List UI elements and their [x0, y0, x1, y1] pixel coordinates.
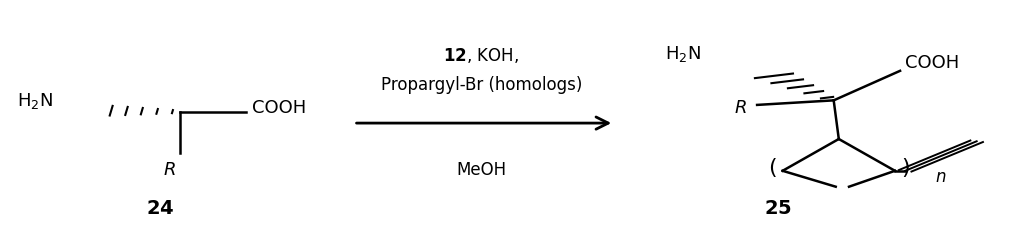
Text: COOH: COOH	[905, 54, 959, 71]
Text: COOH: COOH	[252, 99, 306, 117]
Text: $\mathbf{12}$, KOH,: $\mathbf{12}$, KOH,	[443, 46, 519, 65]
Text: R: R	[734, 99, 746, 117]
Text: n: n	[936, 168, 946, 186]
Text: $\mathbf{24}$: $\mathbf{24}$	[145, 198, 174, 217]
Text: (: (	[768, 158, 777, 178]
Text: H$_2$N: H$_2$N	[16, 91, 52, 111]
Text: ): )	[901, 158, 909, 178]
Text: Propargyl-Br (homologs): Propargyl-Br (homologs)	[381, 76, 582, 94]
Text: R: R	[164, 160, 176, 178]
Text: H$_2$N: H$_2$N	[665, 44, 700, 63]
Text: MeOH: MeOH	[457, 160, 507, 178]
Text: $\mathbf{25}$: $\mathbf{25}$	[764, 198, 792, 217]
